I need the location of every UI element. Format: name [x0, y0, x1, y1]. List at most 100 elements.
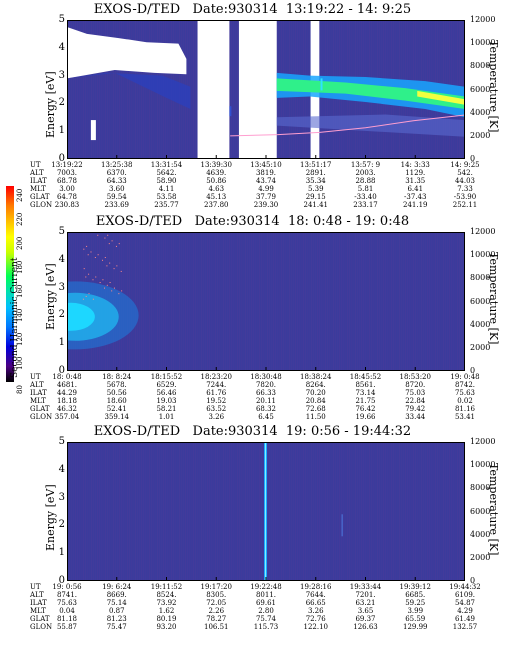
noise-column: [345, 232, 346, 371]
orbit-value: -37.43: [404, 193, 427, 201]
noise-column: [335, 232, 336, 371]
speckle: [92, 279, 94, 281]
noise-column: [279, 442, 280, 581]
noise-column: [211, 232, 212, 371]
orbit-value: 241.41: [303, 201, 329, 209]
noise-column: [455, 442, 456, 581]
noise-column: [371, 442, 372, 581]
noise-column: [169, 232, 170, 371]
noise-column: [437, 442, 438, 581]
orbit-value: 65.59: [405, 615, 426, 623]
right-tick-label: 8000: [470, 483, 491, 493]
orbit-row: ALT 7003. 6370. 5642. 4639. 3819. 2891. 2003. 11…: [0, 170, 505, 178]
noise-column: [321, 232, 322, 371]
noise-column: [319, 232, 320, 371]
noise-column: [127, 20, 128, 159]
colorbar-label: Second Harmonic Current: [10, 257, 20, 378]
noise-column: [153, 442, 154, 581]
speckle: [106, 265, 108, 267]
speckle: [102, 279, 104, 281]
noise-column: [103, 442, 104, 581]
noise-column: [335, 442, 336, 581]
noise-column: [367, 442, 368, 581]
noise-column: [403, 442, 404, 581]
noise-column: [261, 232, 262, 371]
noise-column: [233, 20, 234, 159]
noise-column: [325, 442, 326, 581]
noise-column: [251, 442, 252, 581]
energy-band-core: [276, 78, 465, 109]
orbit-value: 3.65: [357, 607, 374, 615]
noise-column: [167, 232, 168, 371]
orbit-value: 6.45: [258, 413, 274, 421]
noise-column: [289, 442, 290, 581]
noise-column: [343, 442, 344, 581]
orbit-value: 68.78: [56, 177, 78, 185]
noise-column: [203, 232, 204, 371]
noise-column: [417, 442, 418, 581]
noise-column: [425, 232, 426, 371]
orbit-value: 132.57: [452, 623, 478, 631]
orbit-value: 8011.: [255, 591, 277, 599]
orbit-value: 18: 0:48: [52, 373, 82, 381]
orbit-value: 8561.: [355, 381, 376, 389]
orbit-value: 8742.: [454, 381, 476, 389]
panel-title: EXOS-D/TED Date:930314 19: 0:56 - 19:44:…: [93, 424, 412, 439]
noise-column: [381, 232, 382, 371]
noise-column: [251, 232, 252, 371]
noise-column: [459, 232, 460, 371]
noise-column: [387, 442, 388, 581]
noise-column: [253, 232, 254, 371]
orbit-value: 79.42: [405, 405, 426, 413]
noise-column: [139, 442, 140, 581]
noise-column: [217, 442, 218, 581]
noise-column: [73, 20, 74, 159]
noise-column: [387, 232, 388, 371]
noise-column: [341, 232, 342, 371]
noise-column: [339, 442, 340, 581]
orbit-value: 3.26: [307, 607, 324, 615]
orbit-value: 72.05: [206, 599, 227, 607]
speckle: [97, 234, 99, 236]
speckle: [104, 257, 106, 259]
orbit-value: 19: 6:24: [102, 583, 132, 591]
noise-column: [155, 442, 156, 581]
noise-column: [419, 442, 420, 581]
orbit-value: 233.69: [104, 201, 130, 209]
noise-column: [163, 442, 164, 581]
noise-column: [455, 232, 456, 371]
noise-column: [91, 442, 92, 581]
right-tick-label: 2000: [470, 342, 491, 352]
noise-column: [171, 232, 172, 371]
noise-column: [307, 232, 308, 371]
noise-column: [147, 442, 148, 581]
orbit-value: 122.10: [303, 623, 329, 631]
noise-column: [239, 232, 240, 371]
noise-column: [407, 232, 408, 371]
orbit-row: ILAT 75.63 75.14 73.92 72.05 69.61 66.65 63.21 5…: [0, 600, 505, 608]
orbit-row: GLAT 64.78 59.54 53.58 45.13 37.79 29.15 -33.40…: [0, 194, 505, 202]
noise-column: [145, 20, 146, 159]
y-tick-label: 3: [58, 491, 65, 503]
noise-column: [147, 20, 148, 159]
noise-column: [303, 232, 304, 371]
orbit-value: 13:51:17: [300, 161, 332, 169]
noise-column: [145, 442, 146, 581]
noise-column: [117, 20, 118, 159]
orbit-value: 2.26: [208, 607, 225, 615]
noise-column: [373, 442, 374, 581]
noise-column: [395, 442, 396, 581]
orbit-value: 20.84: [305, 397, 326, 405]
noise-column: [457, 442, 458, 581]
noise-column: [83, 20, 84, 159]
noise-column: [423, 232, 424, 371]
orbit-value: 56.46: [156, 389, 177, 397]
noise-column: [249, 232, 250, 371]
noise-column: [431, 442, 432, 581]
noise-column: [225, 232, 226, 371]
orbit-value: 542.: [457, 169, 473, 177]
noise-column: [295, 442, 296, 581]
noise-column: [275, 442, 276, 581]
noise-column: [271, 442, 272, 581]
noise-column: [329, 232, 330, 371]
